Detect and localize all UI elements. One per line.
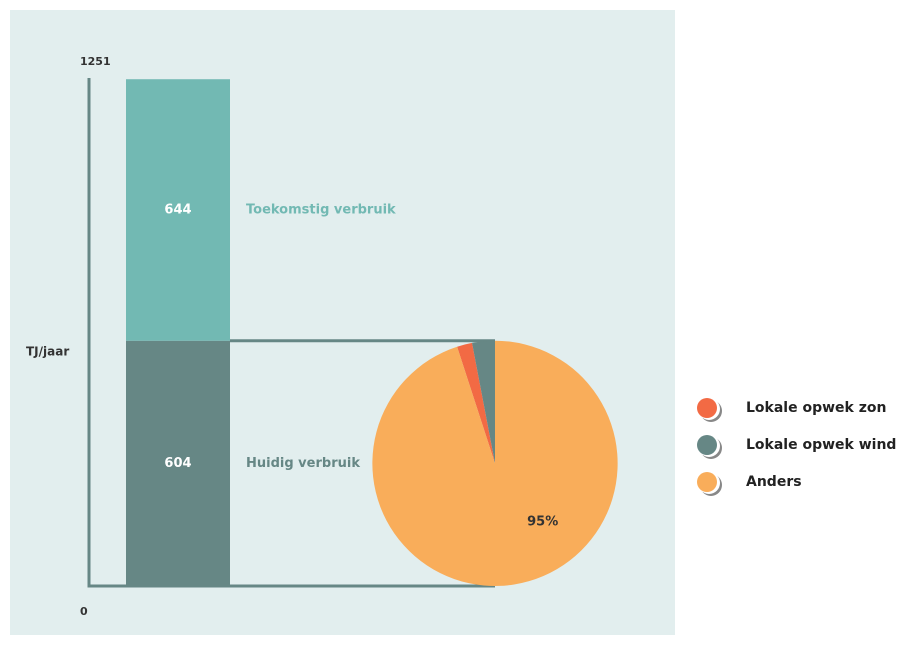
bar-segment [126,79,230,341]
pie-slice [472,340,495,464]
legend-swatch [697,435,717,455]
bar-value-label: 644 [164,202,191,217]
pie-slice [457,342,495,464]
axis-line [87,78,495,588]
pie-slice [372,340,618,587]
y-tick-label: 1251 [80,55,111,68]
series-label: Huidig verbruik [246,456,360,471]
bar-value-label: 604 [164,456,191,471]
bar-segment [126,340,230,586]
legend-label: Lokale opwek zon [746,400,886,416]
legend-swatch [697,398,717,418]
legend-swatch [697,472,717,492]
legend-label: Anders [746,474,802,490]
y-tick-label: 0 [80,605,88,618]
y-axis-label: TJ/jaar [26,345,69,359]
series-label: Toekomstig verbruik [246,202,396,217]
pie-value-label: 95% [527,514,558,529]
legend-label: Lokale opwek wind [746,437,896,453]
